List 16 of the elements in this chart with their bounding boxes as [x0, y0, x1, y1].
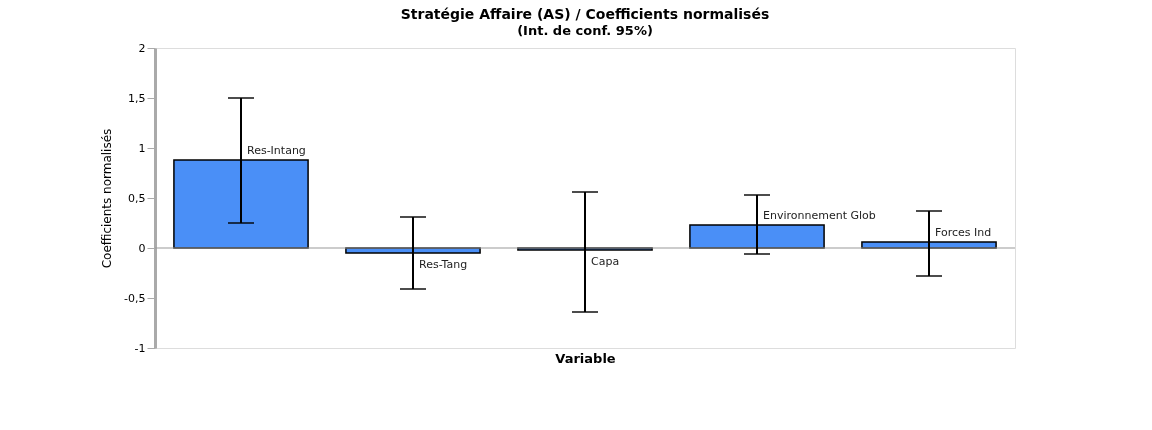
- y-axis-title: Coefficients normalisés: [100, 128, 115, 269]
- x-tick-label: Forces Ind: [935, 226, 992, 239]
- y-tick-label: 1,5: [128, 91, 146, 105]
- x-tick-label: Res-Tang: [419, 258, 468, 271]
- y-tick-label: 0: [138, 241, 146, 255]
- y-tick-label: 1: [138, 141, 146, 155]
- chart-subtitle: (Int. de conf. 95%): [517, 23, 653, 38]
- chart-title: Stratégie Affaire (AS) / Coefficients normalisés: [400, 6, 770, 22]
- x-axis-title: Variable: [555, 350, 616, 366]
- x-tick-label: Environnement Glob: [763, 209, 876, 222]
- y-tick-label: -1: [134, 341, 146, 355]
- y-tick-label: 0,5: [128, 191, 146, 205]
- y-tick-label: 2: [138, 41, 146, 55]
- x-tick-label: Capa: [591, 255, 620, 268]
- y-tick-label: -0,5: [124, 291, 146, 305]
- x-tick-label: Res-Intang: [247, 144, 306, 157]
